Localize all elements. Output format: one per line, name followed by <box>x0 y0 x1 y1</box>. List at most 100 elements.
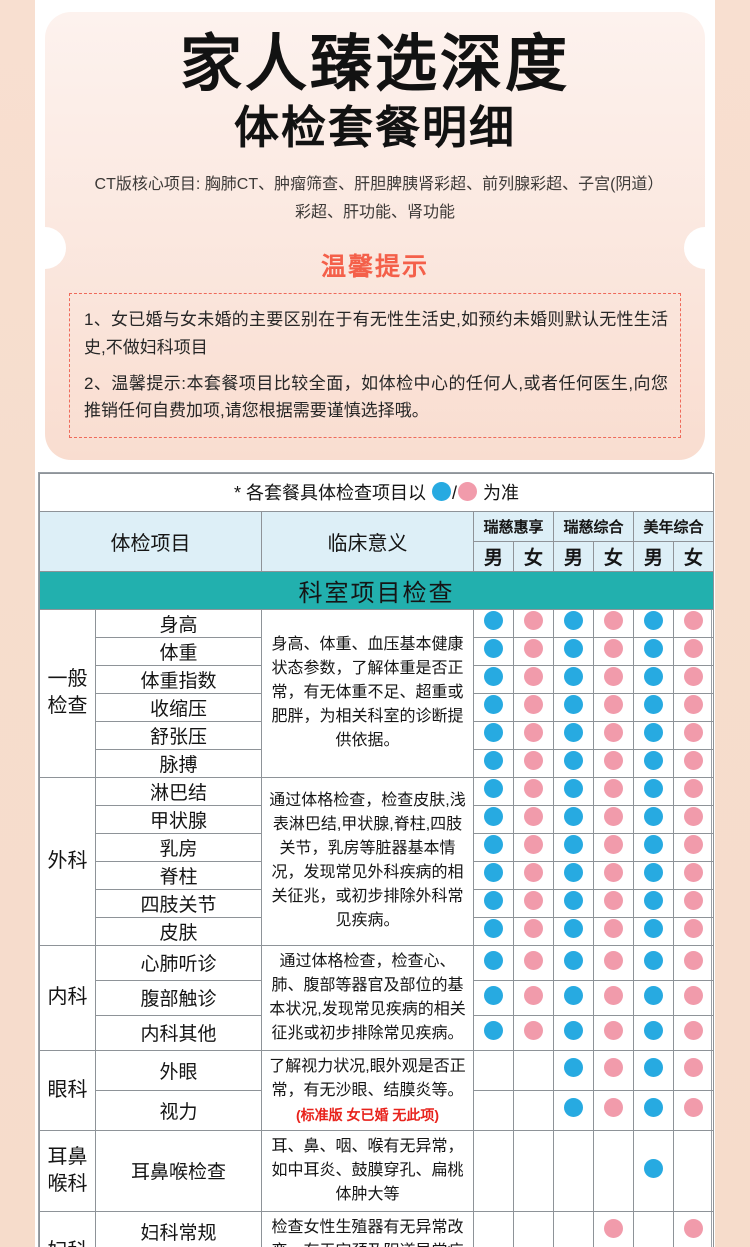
clinical-meaning-cell: 耳、鼻、咽、喉有无异常，如中耳炎、鼓膜穿孔、扁桃体肿大等 <box>261 1129 474 1212</box>
mark-cell-col-4 <box>633 720 674 750</box>
mark-cell-col-5 <box>672 1049 715 1091</box>
mark-cell-col-1 <box>513 776 554 806</box>
mark-cell-col-1 <box>513 636 554 666</box>
legend-separator: / <box>452 483 458 504</box>
pink-dot-icon <box>684 611 704 631</box>
mark-cell-col-5 <box>672 944 715 981</box>
exam-item-cell: 外眼 <box>95 1049 262 1091</box>
pink-dot-icon <box>684 863 704 883</box>
mark-cell-col-3 <box>593 804 634 834</box>
blue-dot-icon <box>564 863 583 883</box>
mark-cell-col-4 <box>633 776 674 806</box>
mark-cell-col-5 <box>672 860 715 890</box>
blue-dot-icon <box>484 723 503 743</box>
blue-dot-icon <box>564 891 583 911</box>
blue-dot-icon <box>564 1020 583 1040</box>
category-cell: 外科 <box>39 776 96 946</box>
mark-cell-col-4 <box>633 916 674 946</box>
table-header-row-2: 男 女 男 女 男 女 <box>40 540 715 572</box>
mark-cell-col-3 <box>593 692 634 722</box>
mark-cell-col-4 <box>633 1129 674 1212</box>
mark-cell-col-1 <box>513 979 554 1016</box>
blue-dot-icon <box>644 985 663 1005</box>
mark-cell-col-1 <box>513 748 554 778</box>
blue-dot-icon <box>644 1098 663 1118</box>
pink-dot-icon <box>604 1219 623 1239</box>
mark-cell-col-0 <box>473 748 514 778</box>
blue-dot-icon <box>564 779 583 799</box>
mark-cell-col-5 <box>672 916 715 946</box>
blue-dot-icon <box>432 482 452 502</box>
blue-dot-icon <box>564 695 583 715</box>
mark-cell-col-4 <box>633 608 674 638</box>
mark-cell-col-2 <box>553 636 594 666</box>
pink-dot-icon <box>524 1020 543 1040</box>
table-row: 四肢关节 <box>40 888 715 918</box>
mark-cell-col-1 <box>513 1049 554 1091</box>
hero-ticket-card: 家人臻选深度 体检套餐明细 CT版核心项目: 胸肺CT、肿瘤筛查、肝胆脾胰肾彩超… <box>44 12 706 460</box>
exam-item-cell: 体重指数 <box>95 664 262 694</box>
mark-cell-col-4 <box>633 860 674 890</box>
page-subtitle: 体检套餐明细 <box>233 102 516 154</box>
mark-cell-col-2 <box>553 1210 594 1247</box>
blue-dot-icon <box>644 891 663 911</box>
tip-item: 1、女已婚与女未婚的主要区别在于有无性生活史,如预约未婚则默认无性生活史,不做妇… <box>84 310 668 357</box>
pink-dot-icon <box>684 1058 704 1078</box>
tips-heading: 温馨提示 <box>320 253 429 282</box>
exam-item-cell: 妇科常规 <box>95 1210 262 1247</box>
pink-dot-icon <box>604 639 623 659</box>
legend-prefix: * 各套餐具体检查项目以 <box>233 483 426 504</box>
pink-dot-icon <box>524 985 543 1005</box>
mark-cell-col-1 <box>513 1210 554 1247</box>
category-cell: 一般检查 <box>39 608 96 778</box>
blue-dot-icon <box>644 1020 663 1040</box>
pink-dot-icon <box>604 1098 623 1118</box>
mark-cell-col-5 <box>672 608 715 638</box>
pink-dot-icon <box>524 919 543 939</box>
pink-dot-icon <box>684 950 704 970</box>
clinical-meaning-cell: 通过体格检查，检查皮肤,浅表淋巴结,甲状腺,脊柱,四肢关节，乳房等脏器基本情况，… <box>261 776 474 946</box>
pink-dot-icon <box>684 751 704 771</box>
mark-cell-col-2 <box>553 888 594 918</box>
clinical-meaning-cell: 检查女性生殖器有无异常改变、有无宫颈及阴道异常病变。 <box>261 1210 474 1247</box>
mark-cell-col-5 <box>672 832 715 862</box>
mark-cell-col-5 <box>672 1014 715 1051</box>
pink-dot-icon <box>604 919 623 939</box>
mark-cell-col-5 <box>672 888 715 918</box>
mark-cell-col-5 <box>672 979 715 1016</box>
pink-dot-icon <box>458 482 478 502</box>
clinical-meaning-cell: 通过体格检查，检查心、肺、腹部等器官及部位的基本状况,发现常见疾病的相关征兆或初… <box>261 944 474 1051</box>
pink-dot-icon <box>684 695 704 715</box>
ticket-notch-left <box>44 227 66 269</box>
header-sex-3: 女 <box>593 540 634 572</box>
mark-cell-col-3 <box>593 860 634 890</box>
table-row: 甲状腺 <box>40 804 715 834</box>
mark-cell-col-3 <box>593 664 634 694</box>
table-row: 外科 淋巴结 通过体格检查，检查皮肤,浅表淋巴结,甲状腺,脊柱,四肢关节，乳房等脏器… <box>39 776 715 946</box>
pink-dot-icon <box>524 667 543 687</box>
blue-dot-icon <box>564 639 583 659</box>
pink-dot-icon <box>524 950 543 970</box>
table-row: 体重 <box>40 636 715 666</box>
mark-cell-col-1 <box>513 888 554 918</box>
mark-cell-col-4 <box>633 804 674 834</box>
blue-dot-icon <box>484 807 503 827</box>
meaning-warning-note: (标准版 女已婚 无此项) <box>295 1106 440 1123</box>
mark-cell-col-2 <box>553 944 594 981</box>
mark-cell-col-2 <box>553 776 594 806</box>
right-decorative-rail <box>715 0 750 1247</box>
mark-cell-col-2 <box>553 748 594 778</box>
pink-dot-icon <box>524 751 543 771</box>
table-row: 耳鼻喉科 耳鼻喉检查 耳、鼻、咽、喉有无异常，如中耳炎、鼓膜穿孔、扁桃体肿大等 <box>39 1129 715 1212</box>
mark-cell-col-5 <box>672 1129 715 1212</box>
mark-cell-col-5 <box>672 692 715 722</box>
mark-cell-col-3 <box>593 1129 634 1212</box>
table-row: 体重指数 <box>40 664 715 694</box>
mark-cell-col-1 <box>513 916 554 946</box>
pink-dot-icon <box>604 863 623 883</box>
mark-cell-col-4 <box>633 979 674 1016</box>
exam-item-cell: 四肢关节 <box>95 888 262 918</box>
category-cell: 眼科 <box>39 1049 96 1131</box>
blue-dot-icon <box>484 779 503 799</box>
mark-cell-col-3 <box>593 979 634 1016</box>
